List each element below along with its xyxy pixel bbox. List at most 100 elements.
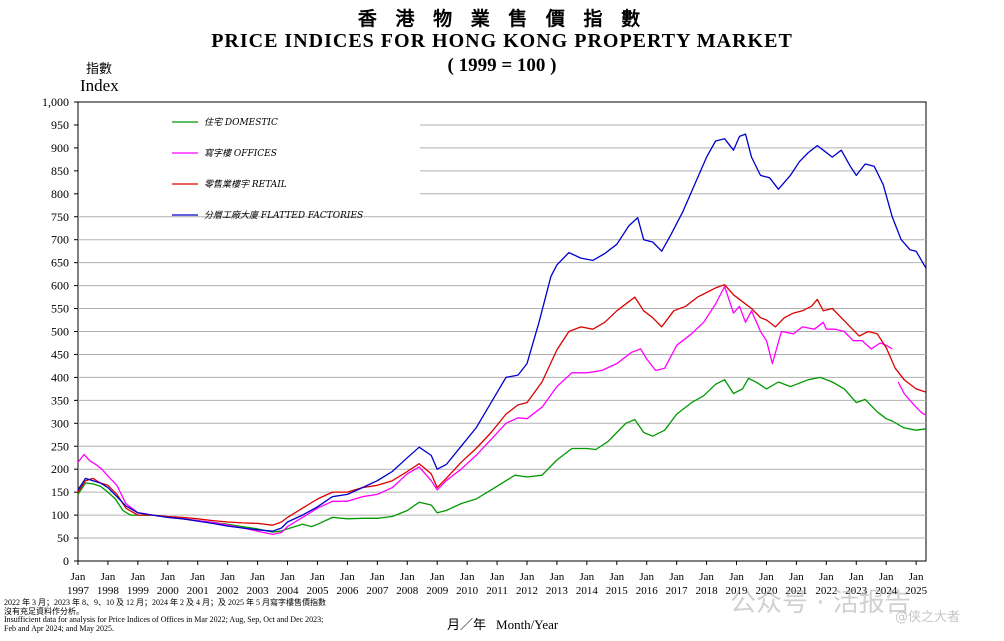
x-tick-month: Jan — [550, 571, 565, 583]
x-tick-month: Jan — [639, 571, 654, 583]
x-tick-month: Jan — [190, 571, 205, 583]
x-tick-month: Jan — [430, 571, 445, 583]
x-tick-month: Jan — [580, 571, 595, 583]
x-tick-month: Jan — [250, 571, 265, 583]
x-axis-label: 月／年 Month/Year — [447, 614, 558, 633]
x-axis-label-en: Month/Year — [496, 617, 559, 632]
x-tick-label: 2009 — [426, 585, 449, 597]
chart-title-zh: 香 港 物 業 售 價 指 數 — [357, 8, 647, 30]
footnotes: 2022 年 3 月；2023 年 8、9、10 及 12 月；2024 年 2… — [4, 598, 326, 633]
y-tick-label: 450 — [51, 347, 69, 361]
x-tick-month: Jan — [71, 571, 86, 583]
watermark: 公众号 · 活报告 — [730, 588, 911, 618]
y-tick-label: 600 — [51, 279, 69, 293]
x-tick-label: 2007 — [366, 585, 389, 597]
x-tick-month: Jan — [849, 571, 864, 583]
x-tick-label: 2021 — [785, 585, 807, 597]
y-tick-label: 100 — [51, 508, 69, 522]
y-tick-label: 900 — [51, 141, 69, 155]
legend-entry: 住宅 DOMESTIC — [204, 117, 278, 128]
x-tick-month: Jan — [819, 571, 834, 583]
x-tick-month: Jan — [280, 571, 295, 583]
legend-entry: 寫字樓 OFFICES — [204, 148, 277, 159]
x-tick-label: 2000 — [157, 585, 180, 597]
x-tick-label: 2015 — [606, 585, 629, 597]
x-tick-month: Jan — [729, 571, 744, 583]
y-tick-label: 700 — [51, 233, 69, 247]
x-tick-label: 1998 — [97, 585, 120, 597]
x-tick-label: 2006 — [336, 585, 359, 597]
chart-subtitle: ( 1999 = 100 ) — [447, 55, 557, 76]
x-tick-label: 2017 — [666, 585, 689, 597]
legend-entry: 分層工廠大廈 FLATTED FACTORIES — [204, 210, 363, 221]
x-tick-month: Jan — [490, 571, 505, 583]
x-tick-label: 2001 — [187, 585, 209, 597]
y-tick-label: 500 — [51, 325, 69, 339]
x-tick-month: Jan — [340, 571, 355, 583]
y-tick-label: 550 — [51, 302, 69, 316]
x-tick-label: 2016 — [636, 585, 659, 597]
watermark-author: @侠之大者 — [895, 610, 961, 625]
x-tick-month: Jan — [160, 571, 175, 583]
series-line — [77, 285, 893, 536]
y-tick-label: 400 — [51, 370, 69, 384]
x-tick-label: 2019 — [726, 585, 749, 597]
footnote-line: Insufficient data for analysis for Price… — [4, 615, 324, 624]
x-tick-label: 2018 — [696, 585, 719, 597]
x-tick-label: 2004 — [277, 585, 300, 597]
x-tick-label: 2023 — [845, 585, 868, 597]
y-tick-label: 750 — [51, 210, 69, 224]
x-tick-label: 2025 — [905, 585, 928, 597]
footnote-line: Feb and Apr 2024; and May 2025. — [4, 623, 114, 633]
series-line — [897, 381, 927, 416]
x-tick-month: Jan — [609, 571, 624, 583]
x-tick-month: Jan — [789, 571, 804, 583]
y-tick-label: 50 — [57, 531, 69, 545]
y-tick-label: 350 — [51, 393, 69, 407]
x-tick-label: 2005 — [306, 585, 329, 597]
y-tick-label: 200 — [51, 462, 69, 476]
x-tick-month: Jan — [759, 571, 774, 583]
chart-title: PRICE INDICES FOR HONG KONG PROPERTY MAR… — [211, 30, 793, 52]
footnote-line: 沒有充足資料作分析。 — [4, 606, 84, 616]
x-tick-month: Jan — [520, 571, 535, 583]
x-tick-label: 2020 — [755, 585, 778, 597]
y-tick-label: 800 — [51, 187, 69, 201]
x-tick-label: 2008 — [396, 585, 419, 597]
x-tick-month: Jan — [879, 571, 894, 583]
x-tick-label: 2013 — [546, 585, 569, 597]
y-tick-label: 950 — [51, 118, 69, 132]
x-tick-month: Jan — [460, 571, 475, 583]
y-tick-label: 1,000 — [42, 95, 69, 109]
x-tick-month: Jan — [310, 571, 325, 583]
x-tick-label: 2014 — [576, 585, 599, 597]
x-tick-month: Jan — [400, 571, 415, 583]
x-tick-month: Jan — [909, 571, 924, 583]
x-tick-label: 2024 — [875, 585, 898, 597]
x-tick-label: 2003 — [247, 585, 270, 597]
y-tick-label: 300 — [51, 416, 69, 430]
x-tick-label: 2012 — [516, 585, 538, 597]
y-axis-label-zh: 指數 — [86, 62, 113, 77]
x-tick-month: Jan — [370, 571, 385, 583]
x-tick-month: Jan — [101, 571, 116, 583]
series-line — [77, 133, 927, 532]
x-tick-month: Jan — [669, 571, 684, 583]
footnote-line: 2022 年 3 月；2023 年 8、9、10 及 12 月；2024 年 2… — [4, 598, 326, 607]
y-axis-label: Index — [80, 76, 119, 95]
x-tick-month: Jan — [220, 571, 235, 583]
x-tick-label: 2011 — [486, 585, 508, 597]
x-tick-label: 2022 — [815, 585, 837, 597]
y-tick-label: 850 — [51, 164, 69, 178]
x-tick-label: 1999 — [127, 585, 150, 597]
x-tick-month: Jan — [699, 571, 714, 583]
x-tick-label: 1997 — [67, 585, 90, 597]
x-tick-label: 2002 — [217, 585, 239, 597]
y-tick-label: 150 — [51, 485, 69, 499]
x-tick-label: 2010 — [456, 585, 479, 597]
legend-entry: 零售業樓宇 RETAIL — [204, 179, 287, 190]
y-tick-label: 650 — [51, 256, 69, 270]
x-axis-label-zh: 月／年 — [447, 618, 487, 633]
y-tick-label: 0 — [63, 554, 69, 568]
